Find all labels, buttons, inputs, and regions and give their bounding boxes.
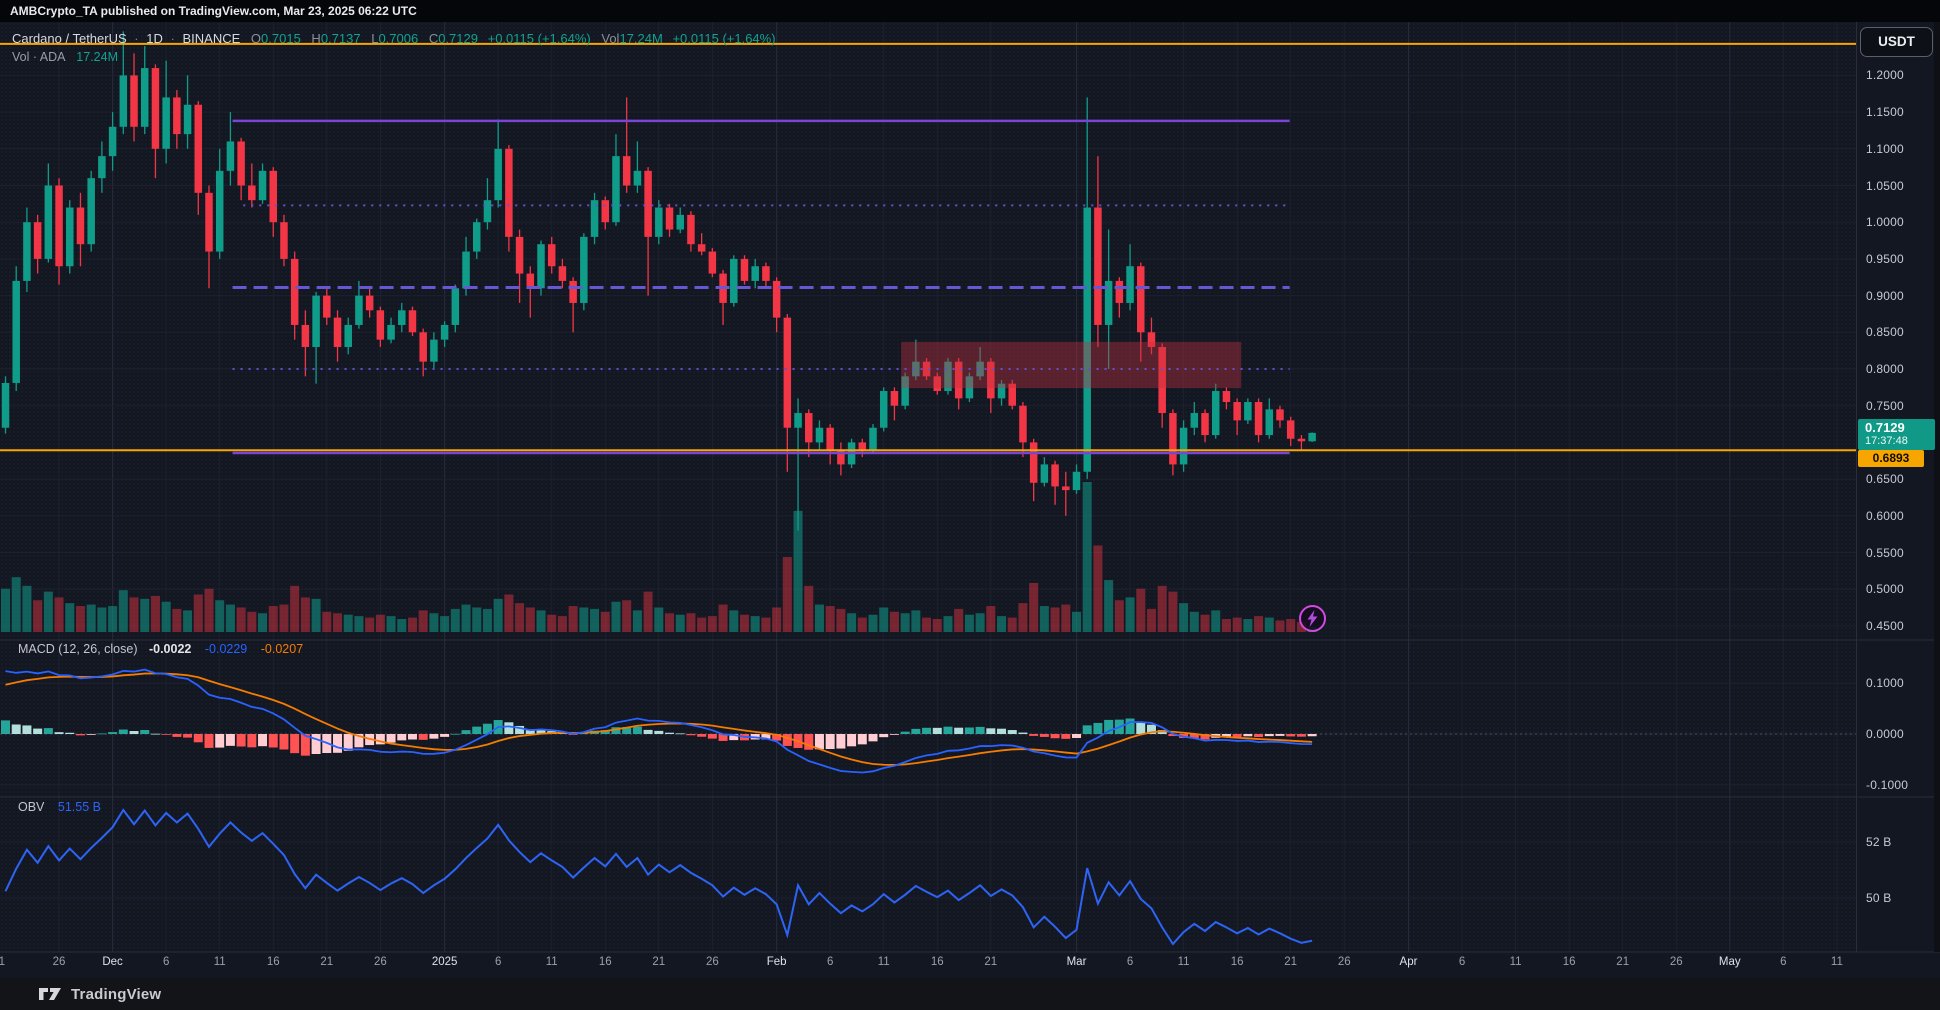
low-value: 0.7006 — [378, 31, 419, 46]
obv-legend[interactable]: OBV 51.55 B — [18, 800, 101, 814]
price-tick-label: 0.8000 — [1866, 362, 1904, 376]
price-tick-label: 0.6500 — [1866, 472, 1904, 487]
price-tick-label: 0.4500 — [1866, 618, 1904, 633]
time-axis-day-label: 11 — [877, 956, 890, 968]
open-value: 0.7015 — [261, 31, 301, 46]
tradingview-logo-glyph — [39, 988, 61, 1000]
price-tick-label: 0.9500 — [1866, 251, 1904, 266]
chart-canvas[interactable] — [0, 22, 1940, 978]
price-tick-label: 0.7500 — [1866, 398, 1904, 413]
time-axis-day-label: 16 — [598, 956, 612, 968]
lightning-bolt-glyph — [1307, 610, 1318, 627]
price-tick-label: 0.5500 — [1866, 545, 1904, 560]
time-axis-day-label: 26 — [1669, 956, 1683, 968]
bar-countdown: 17:37:48 — [1865, 435, 1908, 447]
volume-indicator-value: 17.24M — [76, 50, 118, 64]
time-axis-day-label: 16 — [930, 956, 944, 968]
time-axis-month-label: Dec — [102, 956, 123, 968]
high-label: H — [311, 31, 321, 46]
vol-value: 17.24M — [619, 31, 663, 46]
time-axis-day-label: 26 — [373, 956, 387, 968]
change-value: +0.0115 (+1.64%) — [487, 31, 591, 46]
interval-label[interactable]: 1D — [146, 31, 163, 46]
price-tick-label: 1.0500 — [1866, 178, 1904, 193]
macd-legend[interactable]: MACD (12, 26, close) -0.0022 -0.0229 -0.… — [18, 642, 303, 656]
open-label: O — [250, 31, 262, 46]
price-tick-label: 0.6000 — [1866, 508, 1904, 523]
symbol-legend[interactable]: Cardano / TetherUS · 1D · BINANCE O0.701… — [12, 31, 776, 46]
price-tick-label: 0.5000 — [1866, 582, 1904, 597]
low-label: L — [371, 31, 379, 46]
time-axis-day-label: 11 — [1509, 956, 1522, 968]
time-axis-day-label: 6 — [1126, 956, 1134, 968]
time-axis-day-label: 11 — [213, 956, 226, 968]
price-tick-label: 1.1000 — [1866, 141, 1904, 156]
obv-tick-label: 52 B — [1866, 835, 1892, 849]
footer-bar: TradingView — [0, 978, 1940, 1010]
time-axis-day-label: 16 — [266, 956, 280, 968]
obv-value: 51.55 B — [57, 800, 101, 814]
time-axis-day-label: 1 — [0, 956, 5, 968]
vol-label: Vol — [601, 31, 620, 46]
time-axis-day-label: 21 — [1616, 956, 1630, 968]
close-label: C — [428, 31, 439, 46]
time-axis-day-label: 16 — [1230, 956, 1244, 968]
macd-title[interactable]: MACD (12, 26, close) — [18, 642, 138, 656]
price-tick-label: 0.8500 — [1866, 325, 1904, 340]
time-axis-day-label: 11 — [545, 956, 558, 968]
macd-tick-label: -0.1000 — [1866, 778, 1909, 792]
high-value: 0.7137 — [320, 31, 361, 46]
macd-line-value: -0.0229 — [204, 642, 248, 656]
alert-price-badge[interactable]: 0.6893 — [1858, 450, 1924, 467]
last-price-badge: 0.7129 17:37:48 — [1858, 419, 1935, 450]
macd-tick-label: 0.1000 — [1866, 676, 1904, 690]
time-axis-day-label: 11 — [1177, 956, 1190, 968]
volume-indicator-label[interactable]: Vol · ADA — [12, 50, 65, 64]
time-axis-day-label: 6 — [162, 956, 170, 968]
time-axis-month-label: Feb — [766, 956, 787, 968]
legend-separator: · — [134, 31, 139, 46]
symbol-name[interactable]: Cardano / TetherUS — [12, 31, 127, 46]
time-axis-day-label: 26 — [705, 956, 719, 968]
macd-signal-value: -0.0207 — [260, 642, 304, 656]
exchange-label[interactable]: BINANCE — [182, 31, 241, 46]
macd-hist-value: -0.0022 — [148, 642, 192, 656]
time-axis-day-label: 21 — [652, 956, 666, 968]
time-axis-day-label: 6 — [1780, 956, 1787, 968]
volume-legend[interactable]: Vol · ADA 17.24M — [12, 50, 118, 64]
price-tick-label: 1.0000 — [1866, 215, 1904, 230]
time-axis-day-label: 11 — [1830, 956, 1843, 968]
lightning-icon[interactable] — [1299, 605, 1326, 632]
price-tick-label: 1.2000 — [1866, 68, 1904, 83]
time-axis-month-label: 2025 — [431, 956, 458, 968]
time-axis-day-label: 26 — [52, 956, 66, 968]
time-axis-day-label: 21 — [320, 956, 334, 968]
obv-tick-label: 50 B — [1866, 891, 1892, 905]
tradingview-logo-icon[interactable] — [38, 985, 63, 1003]
time-axis-month-label: Apr — [1399, 956, 1418, 968]
time-axis-day-label: 6 — [494, 956, 502, 968]
macd-tick-label: 0.0000 — [1866, 727, 1904, 741]
tradingview-brand[interactable]: TradingView — [71, 985, 162, 1003]
time-axis-day-label: 26 — [1337, 956, 1351, 968]
obv-title[interactable]: OBV — [18, 800, 45, 814]
currency-button[interactable]: USDT — [1860, 27, 1933, 57]
attribution-text: AMBCrypto_TA published on TradingView.co… — [10, 4, 417, 18]
time-axis-day-label: 21 — [984, 956, 998, 968]
time-axis-month-label: Mar — [1066, 956, 1087, 968]
vol-change-value: +0.0115 (+1.64%) — [672, 31, 776, 46]
attribution-bar: AMBCrypto_TA published on TradingView.co… — [0, 0, 1940, 22]
close-value: 0.7129 — [438, 31, 478, 46]
price-tick-label: 0.9000 — [1866, 288, 1904, 303]
last-price-value: 0.7129 — [1865, 420, 1905, 435]
time-axis-month-label: May — [1718, 956, 1741, 968]
time-axis-day-label: 6 — [1458, 956, 1466, 968]
price-tick-label: 1.1500 — [1866, 105, 1904, 120]
time-axis-day-label: 21 — [1284, 956, 1298, 968]
time-axis-day-label: 6 — [826, 956, 834, 968]
time-axis-day-label: 16 — [1562, 956, 1576, 968]
chart-area[interactable]: Cardano / TetherUS · 1D · BINANCE O0.701… — [0, 22, 1940, 978]
legend-separator: · — [170, 31, 175, 46]
